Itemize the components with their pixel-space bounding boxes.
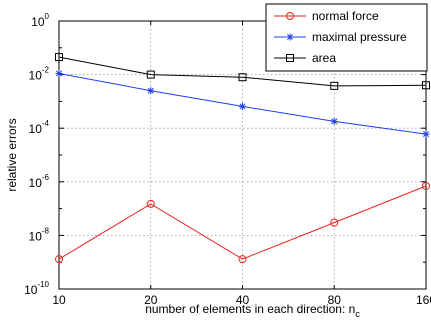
x-tick-label: 40 <box>236 293 250 307</box>
y-tick-label: 10-6 <box>29 173 50 190</box>
square-marker <box>55 53 63 62</box>
y-axis-label: relative errors <box>5 118 19 191</box>
square-marker <box>422 81 430 90</box>
circle-marker <box>422 181 430 190</box>
star-marker <box>239 102 246 110</box>
circle-marker <box>55 255 63 264</box>
x-tick-label: 10 <box>52 293 66 307</box>
star-marker <box>330 117 338 125</box>
series-normal-force <box>55 181 430 264</box>
circle-marker <box>330 218 339 227</box>
x-axis-label-main: number of elements in each direction: n <box>145 302 355 316</box>
y-tick-label: 10-8 <box>29 226 50 243</box>
x-axis-label-subscript: c <box>355 309 360 319</box>
square-marker <box>146 70 155 79</box>
y-tick-label: 10-2 <box>29 66 50 83</box>
axis-ticks: 10 20 40 80 160 100 10-2 10-4 10-6 10-8 10-10 <box>24 12 431 307</box>
square-marker <box>330 81 339 90</box>
x-tick-label: 20 <box>144 293 158 307</box>
series-layer <box>55 53 430 264</box>
square-marker <box>286 54 294 62</box>
circle-marker <box>238 255 247 264</box>
star-marker <box>286 33 294 41</box>
circle-marker <box>286 12 294 20</box>
y-tick-exponent: 0 <box>45 12 50 21</box>
star-marker <box>422 130 430 138</box>
star-marker <box>55 69 63 77</box>
y-tick-label: 10-10 <box>24 280 49 297</box>
legend: normal force maximal pressure area <box>265 3 428 72</box>
legend-label: maximal pressure <box>312 30 407 44</box>
square-marker <box>238 73 247 82</box>
series-area <box>55 53 430 90</box>
legend-entry: normal force <box>274 9 379 23</box>
legend-entry: area <box>274 51 336 65</box>
x-tick-label: 160 <box>416 293 431 307</box>
y-tick-label: 10-4 <box>29 119 50 136</box>
star-marker <box>147 87 155 95</box>
series-maximal-pressure <box>55 69 430 138</box>
series-line <box>58 185 427 260</box>
legend-label: area <box>312 51 336 65</box>
x-tick-label: 80 <box>328 293 342 307</box>
y-tick-exponent: -8 <box>42 226 50 235</box>
legend-label: normal force <box>312 9 379 23</box>
legend-entry: maximal pressure <box>274 30 407 44</box>
y-tick-label: 100 <box>31 12 49 29</box>
y-tick-exponent: -4 <box>42 119 50 128</box>
y-tick-exponent: -10 <box>37 280 49 289</box>
y-tick-exponent: -6 <box>42 173 50 182</box>
x-axis-label: number of elements in each direction: nc <box>145 302 360 319</box>
y-tick-exponent: -2 <box>42 66 50 75</box>
circle-marker <box>146 199 155 208</box>
series-line <box>58 56 427 87</box>
